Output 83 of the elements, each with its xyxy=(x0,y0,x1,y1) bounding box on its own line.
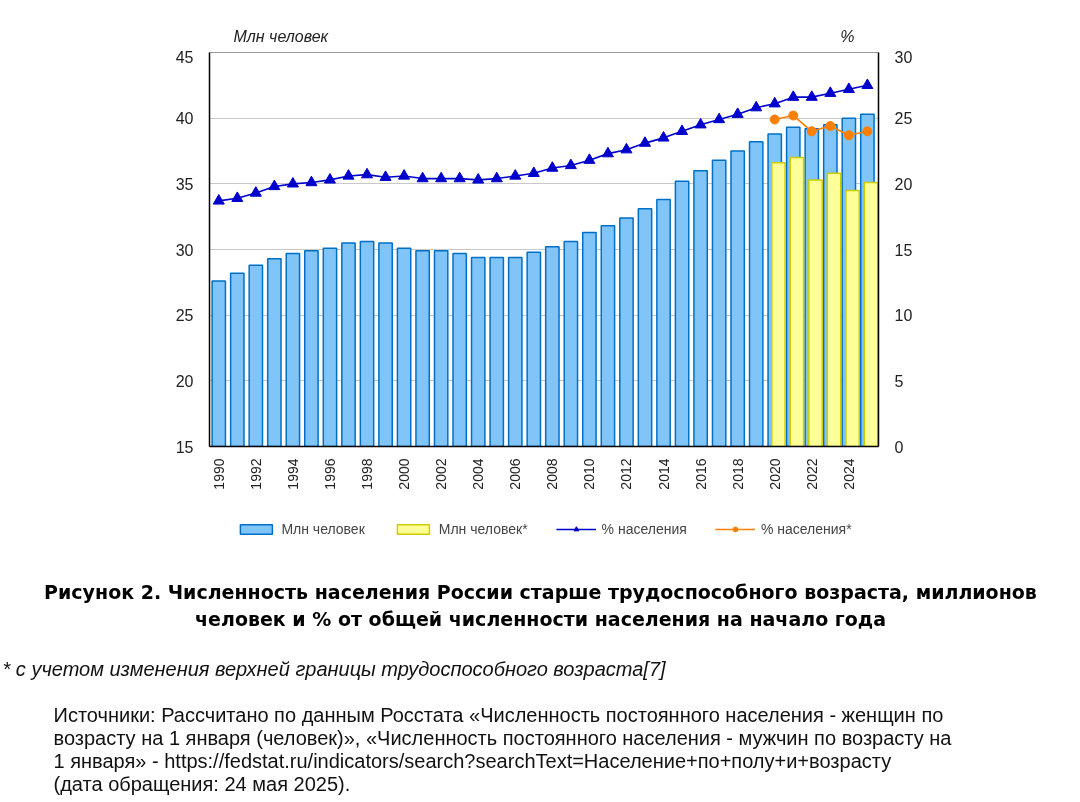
point xyxy=(546,161,559,172)
point xyxy=(750,100,763,112)
legend-label: Млн человек* xyxy=(438,521,528,537)
point xyxy=(527,166,540,177)
x-tick-label: 2008 xyxy=(544,458,561,490)
x-tick-label: 2012 xyxy=(618,458,635,490)
point xyxy=(435,171,448,183)
point xyxy=(862,126,873,137)
point xyxy=(657,131,670,142)
point xyxy=(676,124,689,135)
point xyxy=(268,179,281,191)
point xyxy=(825,121,836,132)
point xyxy=(509,169,522,180)
point xyxy=(842,82,855,93)
y-axis-title: Млн человек xyxy=(233,27,330,45)
x-tick-label: 2006 xyxy=(507,458,524,490)
point xyxy=(286,176,299,188)
x-tick-label: 2004 xyxy=(470,458,487,490)
text: Источники: Рассчитано по данным Росстата «Численность постоянного населения - женщин по возрасту на 1 января (человек)», «Численность постоянного населения - мужчин по возрасту на 1 января» - https://fedstat.ru/indicators/search?searchText=Население+по+полу+и+возрасту (дата обращения: 24 мая 2025). xyxy=(53,703,953,795)
point xyxy=(787,90,800,101)
point xyxy=(731,107,744,118)
y-tick-label: 30 xyxy=(175,241,194,259)
y2-tick-label: 30 xyxy=(894,48,913,66)
legend-label: % населения xyxy=(601,521,687,537)
x-tick-label: 1998 xyxy=(359,458,376,490)
y-tick-label: 20 xyxy=(175,372,194,390)
x-tick-label: 1996 xyxy=(321,458,338,490)
x-tick-label: 2000 xyxy=(396,458,413,490)
y2-tick-label: 0 xyxy=(894,438,904,456)
y2-tick-label: 10 xyxy=(894,307,913,325)
legend-label: % населения* xyxy=(760,521,852,537)
point xyxy=(416,171,429,183)
x-tick-label: 2002 xyxy=(433,458,450,490)
point xyxy=(861,78,874,90)
point xyxy=(361,167,374,179)
point xyxy=(824,86,837,97)
y-tick-label: 25 xyxy=(175,307,194,325)
point xyxy=(472,173,485,184)
y-tick-label: 15 xyxy=(175,438,194,456)
point xyxy=(249,186,262,197)
text: * с учетом изменения верхней границы трудоспособного возраста[7] xyxy=(2,657,667,680)
y2-tick-label: 15 xyxy=(894,241,913,259)
point xyxy=(453,171,466,183)
y2-axis-title: % xyxy=(840,27,855,45)
y2-tick-label: 5 xyxy=(894,372,904,390)
point xyxy=(583,153,596,164)
legend-label: Млн человек xyxy=(281,521,365,537)
y-tick-label: 35 xyxy=(175,175,194,193)
x-tick-label: 2014 xyxy=(655,458,672,490)
y2-tick-label: 25 xyxy=(894,110,913,128)
point xyxy=(323,173,336,184)
x-tick-label: 2022 xyxy=(803,458,820,490)
y-tick-label: 40 xyxy=(175,110,194,128)
text: Рисунок 2. Численность населения России старше трудоспособного возраста, миллионов человек и % от общей численности населения на начало года xyxy=(44,580,1037,630)
x-tick-label: 1992 xyxy=(247,458,264,490)
point xyxy=(379,170,392,181)
x-tick-label: 2024 xyxy=(840,458,857,490)
point xyxy=(398,169,411,180)
y-tick-label: 45 xyxy=(175,48,194,66)
point xyxy=(212,194,225,205)
x-tick-label: 2018 xyxy=(729,458,746,490)
point xyxy=(713,112,726,124)
x-tick-label: 2020 xyxy=(766,458,783,490)
point xyxy=(694,117,707,129)
point xyxy=(768,96,781,108)
x-tick-label: 1990 xyxy=(210,458,227,490)
x-tick-label: 2010 xyxy=(581,458,598,490)
point xyxy=(788,110,799,121)
point xyxy=(639,136,651,147)
point xyxy=(490,171,503,183)
x-tick-label: 2016 xyxy=(692,458,709,490)
point xyxy=(231,191,244,202)
point xyxy=(805,90,818,101)
point xyxy=(564,158,577,170)
point xyxy=(305,175,318,187)
point xyxy=(620,142,633,154)
point xyxy=(806,126,817,137)
point xyxy=(843,130,854,141)
point xyxy=(769,114,780,125)
y2-tick-label: 20 xyxy=(894,175,913,193)
point xyxy=(601,146,614,158)
x-tick-label: 1994 xyxy=(284,458,301,490)
point xyxy=(342,169,355,180)
